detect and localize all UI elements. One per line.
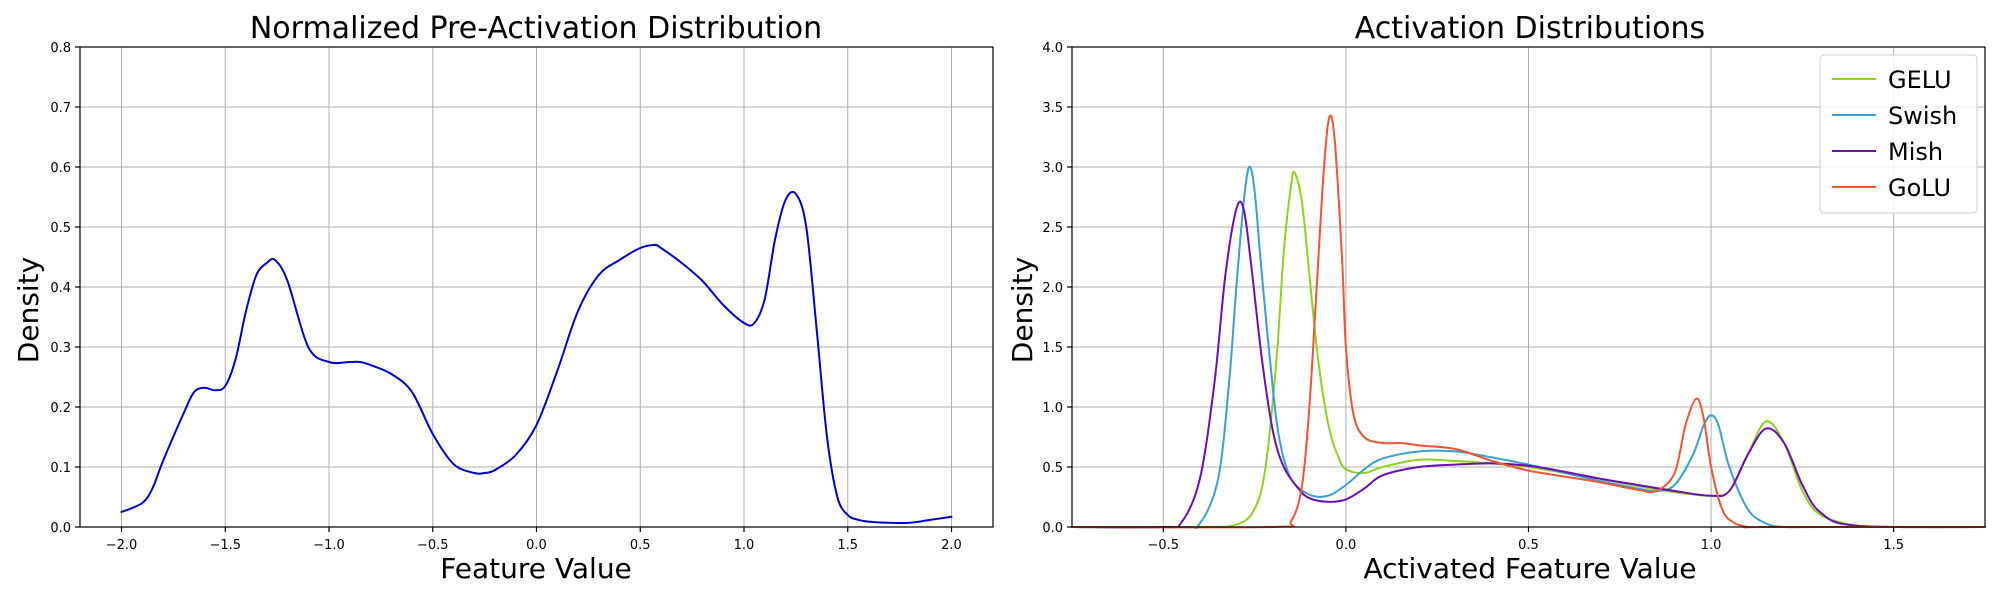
series-line [120,190,953,525]
x-tick-label: 0.5 [1518,538,1539,553]
y-tick-label: 0.1 [50,461,71,476]
x-tick-label: −2.0 [106,538,138,553]
chart-activation-distributions: Activation Distributions Activated Featu… [1006,11,1986,585]
y-axis-label: Density [12,257,45,363]
x-tick-label: 0.5 [630,538,651,553]
y-tick-label: 4.0 [1042,41,1063,56]
x-tick-label: 1.5 [837,538,858,553]
y-tick-label: 2.0 [1042,281,1063,296]
x-tick-label: 0.0 [1336,538,1357,553]
y-tick-label: 0.7 [50,101,71,116]
series-layer [1071,114,1986,529]
x-axis-label: Feature Value [440,552,632,585]
x-tick-label: −1.0 [313,538,345,553]
y-tick-label: 0.3 [50,341,71,356]
x-tick-label: 1.0 [734,538,755,553]
x-tick-label: 1.0 [1701,538,1722,553]
chart-title: Normalized Pre-Activation Distribution [250,11,822,46]
y-tick-label: 3.0 [1042,161,1063,176]
x-axis-label: Activated Feature Value [1363,552,1696,585]
series-line-golu [1071,114,1986,529]
y-tick-label: 1.5 [1042,341,1063,356]
legend: GELU Swish Mish GoLU [1819,54,1978,214]
legend-label-golu: GoLU [1888,174,1951,202]
y-tick-label: 0.8 [50,41,71,56]
legend-label-mish: Mish [1888,138,1943,166]
y-tick-label: 0.6 [50,161,71,176]
x-tick-label: −1.5 [209,538,241,553]
chart-pre-activation: Normalized Pre-Activation Distribution F… [12,11,994,585]
grid [80,46,993,528]
x-tick-label: 0.0 [526,538,547,553]
plot-frame [1071,46,1986,528]
y-tick-label: 3.5 [1042,101,1063,116]
x-tick-label: −0.5 [1148,538,1180,553]
y-tick-label: 0.5 [1042,461,1063,476]
x-tick-label: 2.0 [941,538,962,553]
ticks: −2.0 −1.5 −1.0 −0.5 0.0 0.5 1.0 1.5 2.0 0.0 0.1 0.2… [50,41,962,553]
legend-label-swish: Swish [1888,102,1957,130]
y-tick-label: 1.0 [1042,401,1063,416]
y-tick-label: 0.0 [1042,521,1063,536]
ticks: −0.5 0.0 0.5 1.0 1.5 0.0 0.5 1.0 1.5 2.0 2.5 3.0 3.5… [1042,41,1904,553]
y-tick-label: 0.2 [50,401,71,416]
y-axis-label: Density [1006,257,1039,363]
plot-frame [79,46,994,528]
series-layer [120,190,953,525]
series-line-gelu [1071,170,1986,529]
chart-title: Activation Distributions [1355,11,1705,46]
series-line-swish [1071,165,1986,529]
legend-box [1819,54,1978,214]
x-tick-label: 1.5 [1883,538,1904,553]
y-tick-label: 0.4 [50,281,71,296]
y-tick-label: 2.5 [1042,221,1063,236]
legend-label-gelu: GELU [1888,66,1952,94]
y-tick-label: 0.5 [50,221,71,236]
series-line-mish [1071,200,1986,529]
y-tick-label: 0.0 [50,521,71,536]
x-tick-label: −0.5 [417,538,449,553]
